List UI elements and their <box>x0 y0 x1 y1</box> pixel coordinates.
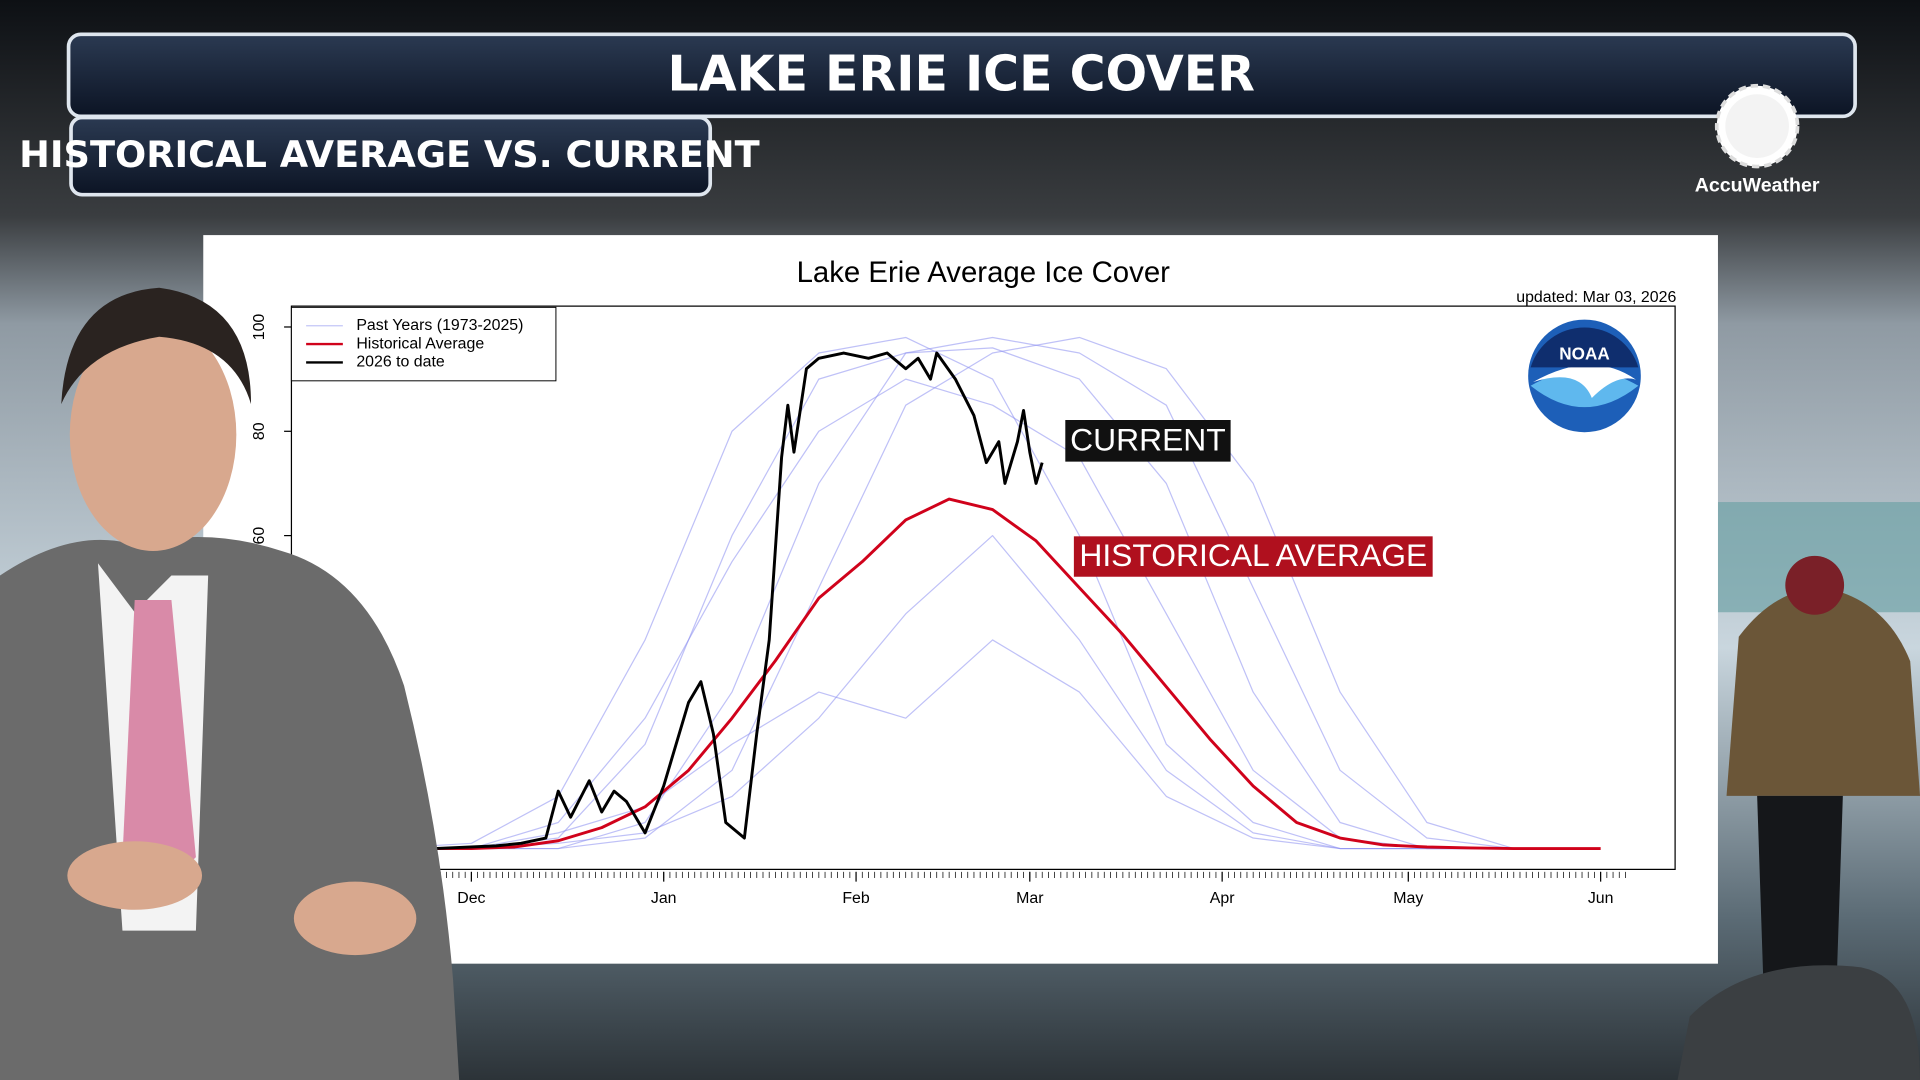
noaa-logo: NOAA <box>1528 319 1641 433</box>
x-tick-label: Jun <box>1588 890 1614 907</box>
annotation-text: HISTORICAL AVERAGE <box>1079 537 1427 573</box>
past-year-line <box>384 378 1514 850</box>
x-tick-label: Jan <box>651 890 677 907</box>
presenter-head <box>69 318 237 552</box>
bystander-hat <box>1785 555 1845 615</box>
y-tick-label: 100 <box>251 314 268 341</box>
title-banner <box>66 32 1857 119</box>
presenter-overlay <box>0 287 1920 1080</box>
past-year-line <box>384 534 1514 850</box>
bystander-coat <box>1726 587 1920 796</box>
x-tick-label: May <box>1393 890 1423 907</box>
y-tick-label: 80 <box>251 422 268 440</box>
past-year-line <box>384 336 1514 850</box>
noaa-bird <box>1533 364 1636 398</box>
bystander-legs <box>1757 795 1843 980</box>
brand-text: AccuWeather <box>1695 174 1820 196</box>
subtitle-banner <box>69 115 713 197</box>
past-year-line <box>384 336 1515 850</box>
x-tick-label: Apr <box>1210 890 1235 907</box>
x-tick-label: Feb <box>842 890 870 907</box>
annotation-box <box>1065 420 1231 462</box>
plot: Dec Jan Feb Mar Apr May Jun 60 80 100 Past Years (… <box>251 306 1626 907</box>
annotation-box <box>1073 536 1433 577</box>
banner-title: LAKE ERIE ICE COVER <box>668 46 1255 103</box>
past-year-line <box>384 336 1514 850</box>
past-year-line <box>384 639 1514 850</box>
past-year-line <box>384 347 1514 850</box>
legend-label: Historical Average <box>356 335 484 352</box>
brand-logo: AccuWeather <box>1695 83 1820 196</box>
chart-title: Lake Erie Average Ice Cover <box>797 256 1171 289</box>
series-line <box>434 351 1044 851</box>
sun-core <box>1725 94 1789 158</box>
x-tick-label: Mar <box>1016 890 1044 907</box>
presenter-hand <box>67 841 203 910</box>
legend-label: 2026 to date <box>356 354 445 371</box>
x-tick-label: Dec <box>457 890 485 907</box>
noaa-text: NOAA <box>1559 344 1609 364</box>
noaa-top <box>1530 327 1639 368</box>
presenter-hand <box>293 881 417 956</box>
updated-note: updated: Mar 03, 2026 <box>1516 289 1676 306</box>
presenter-tie <box>122 600 196 894</box>
legend-label: Past Years (1973-2025) <box>356 317 523 334</box>
series-line <box>434 497 1601 851</box>
y-tick-label: 60 <box>251 527 268 545</box>
rock <box>1677 965 1920 1080</box>
presenter-hair <box>61 287 252 405</box>
banner-subtitle: HISTORICAL AVERAGE VS. CURRENT <box>19 133 759 176</box>
annotation-text: CURRENT <box>1070 421 1226 457</box>
